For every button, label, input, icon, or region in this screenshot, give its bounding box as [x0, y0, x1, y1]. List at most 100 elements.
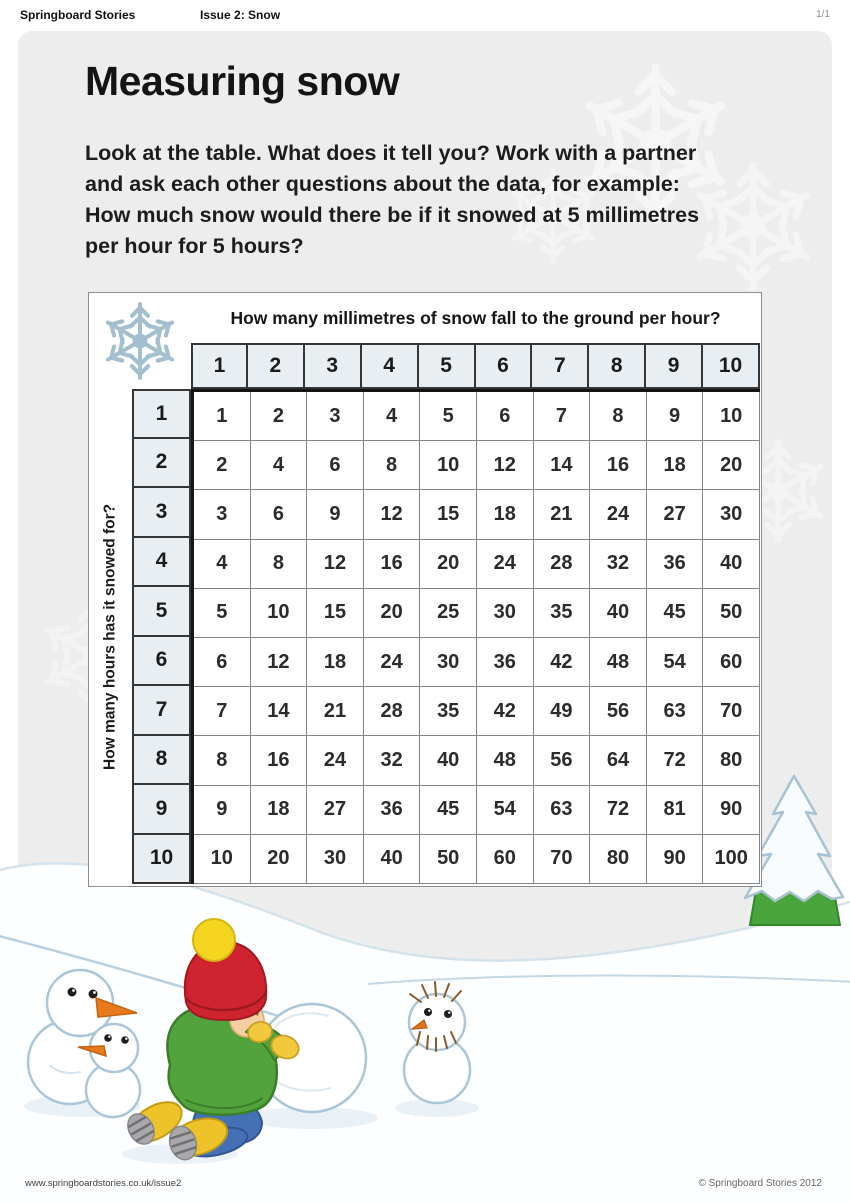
left-snowmen [26, 968, 142, 1119]
row-header-cell: 1 [132, 389, 191, 439]
data-cell: 45 [420, 785, 477, 835]
data-cell: 16 [250, 736, 308, 786]
data-cell: 81 [646, 785, 704, 835]
column-header-cell: 5 [418, 343, 476, 389]
row-header-cell: 9 [132, 785, 191, 835]
data-cell: 32 [363, 736, 421, 786]
data-cell: 72 [590, 785, 647, 835]
data-cell: 18 [307, 638, 364, 688]
data-cell: 80 [703, 736, 760, 786]
data-cell: 9 [307, 490, 364, 540]
data-cell: 27 [307, 785, 364, 835]
data-cell: 2 [194, 441, 251, 491]
data-cell: 30 [307, 834, 364, 884]
data-cell: 28 [363, 687, 421, 737]
data-cell: 18 [476, 490, 534, 540]
data-cell: 40 [363, 834, 421, 884]
snow-field-line [367, 974, 850, 985]
data-cell: 54 [646, 638, 704, 688]
data-cell: 64 [590, 736, 647, 786]
issue-label: Issue 2: Snow [200, 8, 281, 22]
column-header-cell: 1 [191, 343, 248, 389]
table-corner [89, 293, 191, 389]
data-cell: 60 [703, 638, 760, 688]
data-cell: 12 [307, 539, 364, 589]
column-axis-label: How many millimetres of snow fall to the… [230, 307, 721, 328]
data-cell: 21 [307, 687, 364, 737]
data-cell: 24 [590, 490, 647, 540]
data-cell: 70 [533, 834, 591, 884]
data-cell: 48 [476, 736, 534, 786]
row-header-cell: 7 [132, 686, 191, 736]
data-cell: 24 [476, 539, 534, 589]
data-cell: 36 [363, 785, 421, 835]
data-cell: 16 [363, 539, 421, 589]
hat-pompom [192, 918, 236, 962]
top-bar: Springboard Stories Issue 2: Snow 1/1 [0, 0, 850, 30]
column-headers-row: 1 2 3 4 5 6 7 8 9 10 [191, 343, 760, 389]
data-cell: 20 [363, 588, 421, 638]
data-cell: 35 [420, 687, 477, 737]
intro-text: Look at the table. What does it tell you… [85, 138, 699, 262]
column-header-cell: 8 [589, 343, 647, 389]
data-cell: 1 [194, 392, 251, 442]
data-cell: 3 [307, 392, 364, 442]
data-cell: 14 [250, 687, 308, 737]
data-cell: 14 [533, 441, 591, 491]
page-indicator: 1/1 [816, 9, 830, 20]
data-cell: 6 [194, 638, 251, 688]
snowflake-icon [95, 296, 185, 386]
data-cell: 7 [194, 687, 251, 737]
row-header-cell: 3 [132, 488, 191, 538]
data-cell: 40 [590, 588, 647, 638]
data-cell: 28 [533, 539, 591, 589]
data-cell: 56 [533, 736, 591, 786]
data-cell: 6 [307, 441, 364, 491]
data-cell: 12 [250, 638, 308, 688]
data-cell: 100 [703, 834, 760, 884]
intro-line: How much snow would there be if it snowe… [85, 203, 700, 227]
data-cell: 10 [250, 588, 308, 638]
column-header-cell: 2 [247, 343, 305, 389]
data-cell: 21 [533, 490, 591, 540]
table-data-grid: 1 2 3 4 5 6 7 8 9 10 2 4 6 8 10 12 14 16 18 20 3 6 9 12 15 18 21 24… [191, 389, 760, 884]
intro-line: and ask each other questions about the d… [85, 172, 680, 196]
data-cell: 9 [646, 392, 704, 442]
data-cell: 42 [533, 638, 591, 688]
row-header-cell: 10 [132, 834, 191, 884]
column-header-cell: 9 [646, 343, 704, 389]
data-cell: 8 [194, 736, 251, 786]
data-cell: 42 [476, 687, 534, 737]
data-cell: 36 [646, 539, 704, 589]
data-cell: 10 [194, 834, 251, 884]
data-cell: 20 [420, 539, 477, 589]
data-cell: 27 [646, 490, 704, 540]
data-cell: 5 [420, 392, 477, 442]
data-cell: 90 [703, 785, 760, 835]
data-cell: 72 [646, 736, 704, 786]
footer-copyright: © Springboard Stories 2012 [698, 1178, 822, 1189]
data-cell: 35 [533, 588, 591, 638]
data-cell: 63 [646, 687, 704, 737]
data-cell: 32 [590, 539, 647, 589]
fir-tree [743, 774, 845, 926]
row-headers-column: 1 2 3 4 5 6 7 8 9 10 [132, 389, 191, 884]
data-cell: 10 [420, 441, 477, 491]
footer-url: www.springboardstories.co.uk/issue2 [25, 1178, 182, 1189]
data-cell: 30 [703, 490, 760, 540]
snow-scene-illustration [0, 774, 850, 1203]
data-cell: 15 [420, 490, 477, 540]
data-cell: 6 [476, 392, 534, 442]
data-cell: 16 [590, 441, 647, 491]
boy-mitten [270, 1034, 300, 1060]
data-cell: 20 [703, 441, 760, 491]
row-header-cell: 8 [132, 735, 191, 785]
data-cell: 30 [420, 638, 477, 688]
data-cell: 3 [194, 490, 251, 540]
column-header-cell: 3 [304, 343, 362, 389]
data-cell: 9 [194, 785, 251, 835]
data-cell: 24 [307, 736, 364, 786]
data-cell: 8 [363, 441, 421, 491]
data-cell: 8 [590, 392, 647, 442]
